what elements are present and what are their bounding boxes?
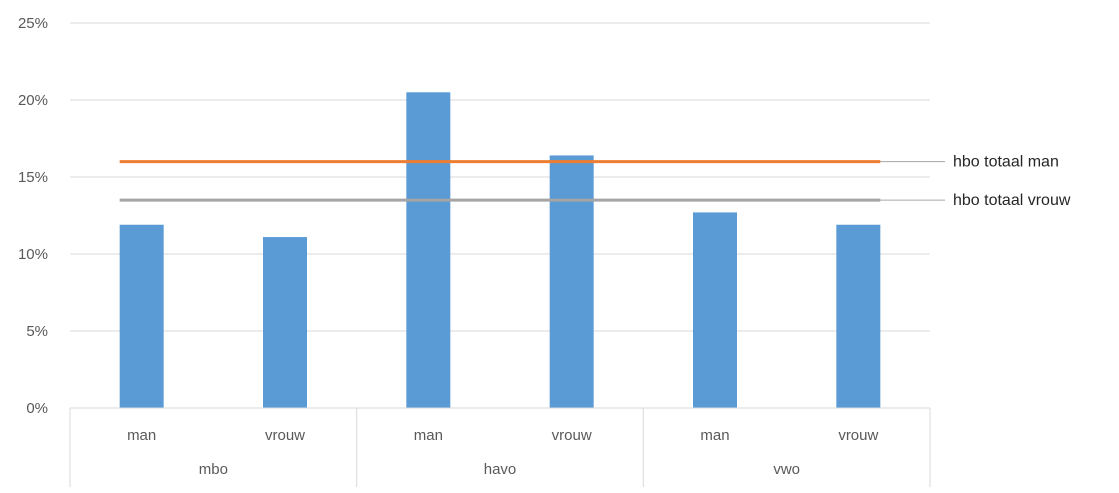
reference-line-label: hbo totaal vrouw [953,192,1071,209]
reference-lines: hbo totaal man hbo totaal vrouw [119,154,1071,209]
y-tick-label: 10% [18,246,48,263]
category-label: man [414,427,443,444]
category-label: vrouw [265,427,305,444]
category-label: vrouw [838,427,878,444]
y-tick-label: 0% [26,400,48,417]
bar [406,92,451,409]
bar [119,224,164,408]
group-label: havo [484,461,517,478]
y-tick-label: 20% [18,92,48,109]
x-axis: man vrouw man vrouw man vrouw mbo havo vwo [69,407,931,487]
category-label: vrouw [552,427,592,444]
bar [693,212,737,408]
bar [549,155,594,408]
y-tick-label: 15% [18,169,48,186]
reference-line-label: hbo totaal man [953,154,1059,171]
category-label: man [700,427,729,444]
gridlines [70,22,930,332]
y-tick-label: 5% [26,323,48,340]
group-label: mbo [199,461,228,478]
bar [263,237,307,408]
bar [836,224,881,408]
group-label: vwo [773,461,800,478]
y-axis-ticks: 0% 5% 10% 15% 20% 25% [18,15,48,417]
category-label: man [127,427,156,444]
bars [119,92,881,409]
y-tick-label: 25% [18,15,48,32]
